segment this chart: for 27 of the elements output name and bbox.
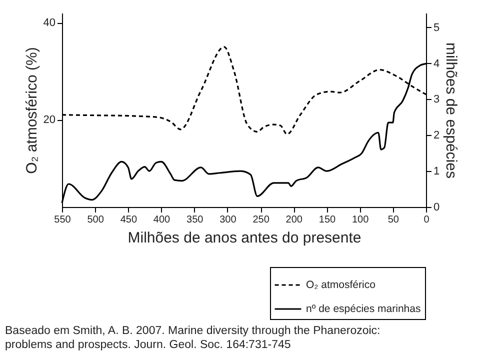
y-tick-label: 20 <box>43 114 56 126</box>
x-tick-label: 450 <box>120 214 138 226</box>
x-tick-label: 200 <box>286 214 303 226</box>
y2-tick-label: 4 <box>434 58 440 70</box>
legend-label: O₂ atmosférico <box>306 279 376 291</box>
text: Baseado em Smith, A. B. 2007. Marine diversity through the Phanerozoic: <box>5 325 380 337</box>
y2-axis-title: milhões de espécies <box>442 42 460 178</box>
text: problems and prospects. Journ. Geol. Soc. 164:731-745 <box>5 339 291 351</box>
x-tick-label: 550 <box>54 214 72 226</box>
x-tick-label: 50 <box>388 214 400 226</box>
x-axis-title: Milhões de anos antes do presente <box>128 230 362 246</box>
x-tick-label: 0 <box>424 214 430 226</box>
y-tick-label: 40 <box>43 17 56 30</box>
x-tick-label: 500 <box>87 214 104 226</box>
x-tick-label: 350 <box>186 214 204 226</box>
legend-label: nº de espécies marinhas <box>306 303 421 315</box>
x-tick-label: 300 <box>220 214 237 226</box>
y2-tick-label: 0 <box>434 202 440 214</box>
y2-tick-label: 1 <box>434 166 440 178</box>
y2-tick-label: 5 <box>434 22 440 34</box>
x-tick-label: 150 <box>318 214 336 226</box>
x-tick-label: 250 <box>252 214 270 226</box>
y2-tick-label: 3 <box>434 94 440 106</box>
x-tick-label: 100 <box>352 214 370 226</box>
y-axis-title: O₂ atmosférico (%) <box>23 47 40 174</box>
x-tick-label: 400 <box>153 214 171 226</box>
y2-tick-label: 2 <box>434 130 440 142</box>
